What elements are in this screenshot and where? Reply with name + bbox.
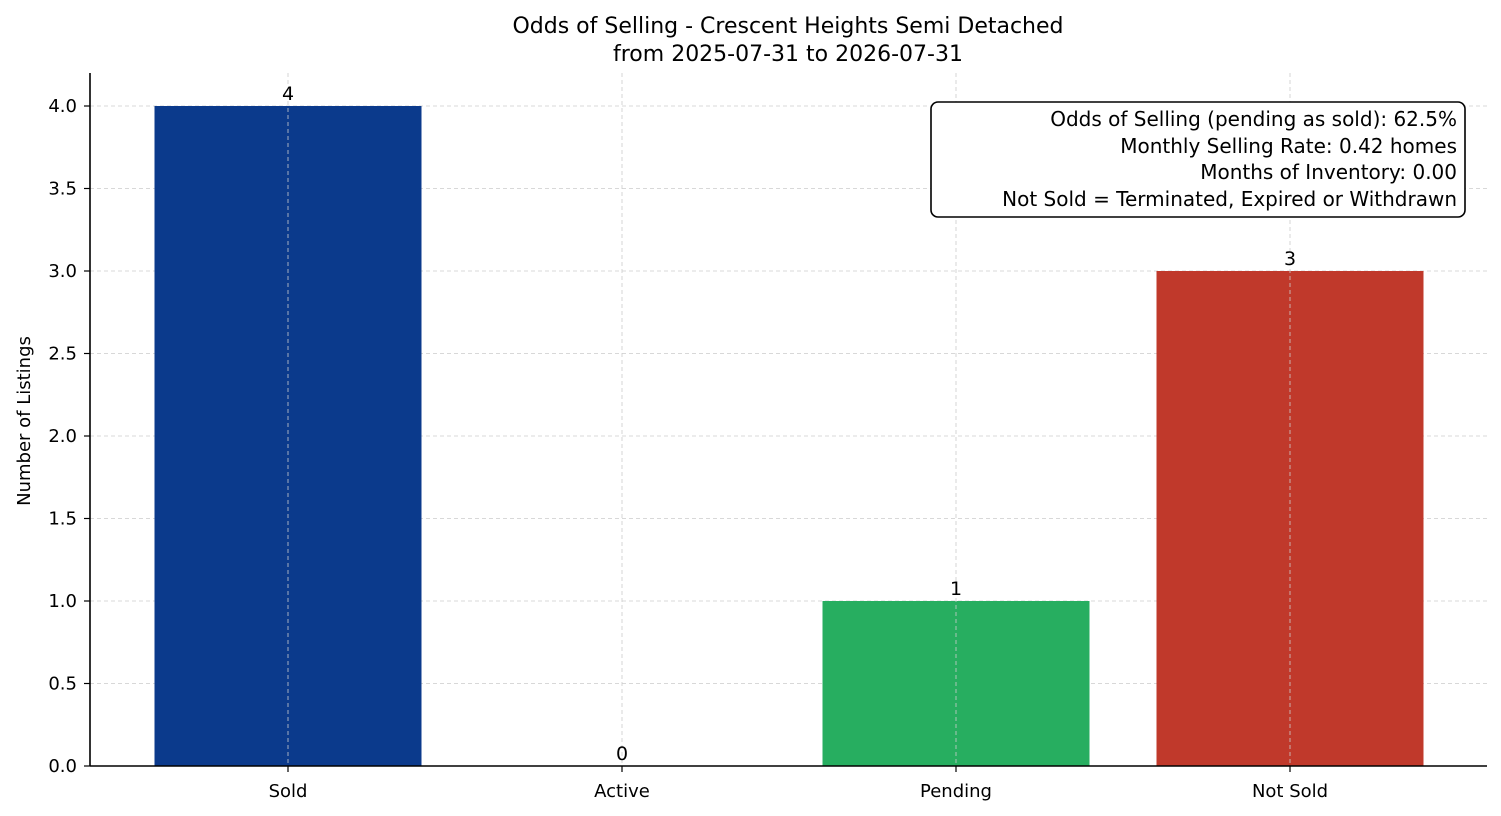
data-labels: 4 0 1 3	[282, 83, 1296, 765]
data-label: 3	[1284, 248, 1296, 270]
x-tick-label: Sold	[269, 781, 308, 802]
y-tick-label: 2.5	[48, 344, 77, 365]
chart-subtitle: from 2025-07-31 to 2026-07-31	[613, 42, 963, 67]
annotation-box: Odds of Selling (pending as sold): 62.5%…	[930, 101, 1466, 218]
annotation-line-note: Not Sold = Terminated, Expired or Withdr…	[1002, 187, 1457, 211]
y-tick-label: 0.0	[48, 756, 77, 777]
annotation-line-inventory: Months of Inventory: 0.00	[1200, 160, 1457, 184]
annotation-line-rate: Monthly Selling Rate: 0.42 homes	[1120, 134, 1457, 158]
bars	[154, 73, 1424, 766]
annotation-frame	[930, 101, 1466, 218]
x-tick-label: Not Sold	[1252, 781, 1328, 802]
x-tick-label: Pending	[920, 781, 992, 802]
y-tick-label: 1.0	[48, 591, 77, 612]
data-label: 0	[616, 743, 628, 765]
axes: 0.0 0.5 1.0 1.5 2.0 2.5 3.0 3.5 4.0 Sold Active Pen…	[48, 73, 1487, 802]
y-axis-label: Number of Listings	[14, 336, 35, 506]
y-tick-label: 4.0	[48, 96, 77, 117]
chart-title: Odds of Selling - Crescent Heights Semi …	[512, 14, 1063, 39]
y-tick-label: 3.5	[48, 179, 77, 200]
y-tick-label: 2.0	[48, 426, 77, 447]
y-tick-label: 3.0	[48, 261, 77, 282]
x-tick-label: Active	[594, 781, 650, 802]
annotation-line-odds: Odds of Selling (pending as sold): 62.5%	[1050, 107, 1457, 131]
y-tick-label: 0.5	[48, 674, 77, 695]
data-label: 4	[282, 83, 294, 105]
bar	[154, 106, 422, 766]
y-tick-label: 1.5	[48, 509, 77, 530]
data-label: 1	[950, 578, 962, 600]
